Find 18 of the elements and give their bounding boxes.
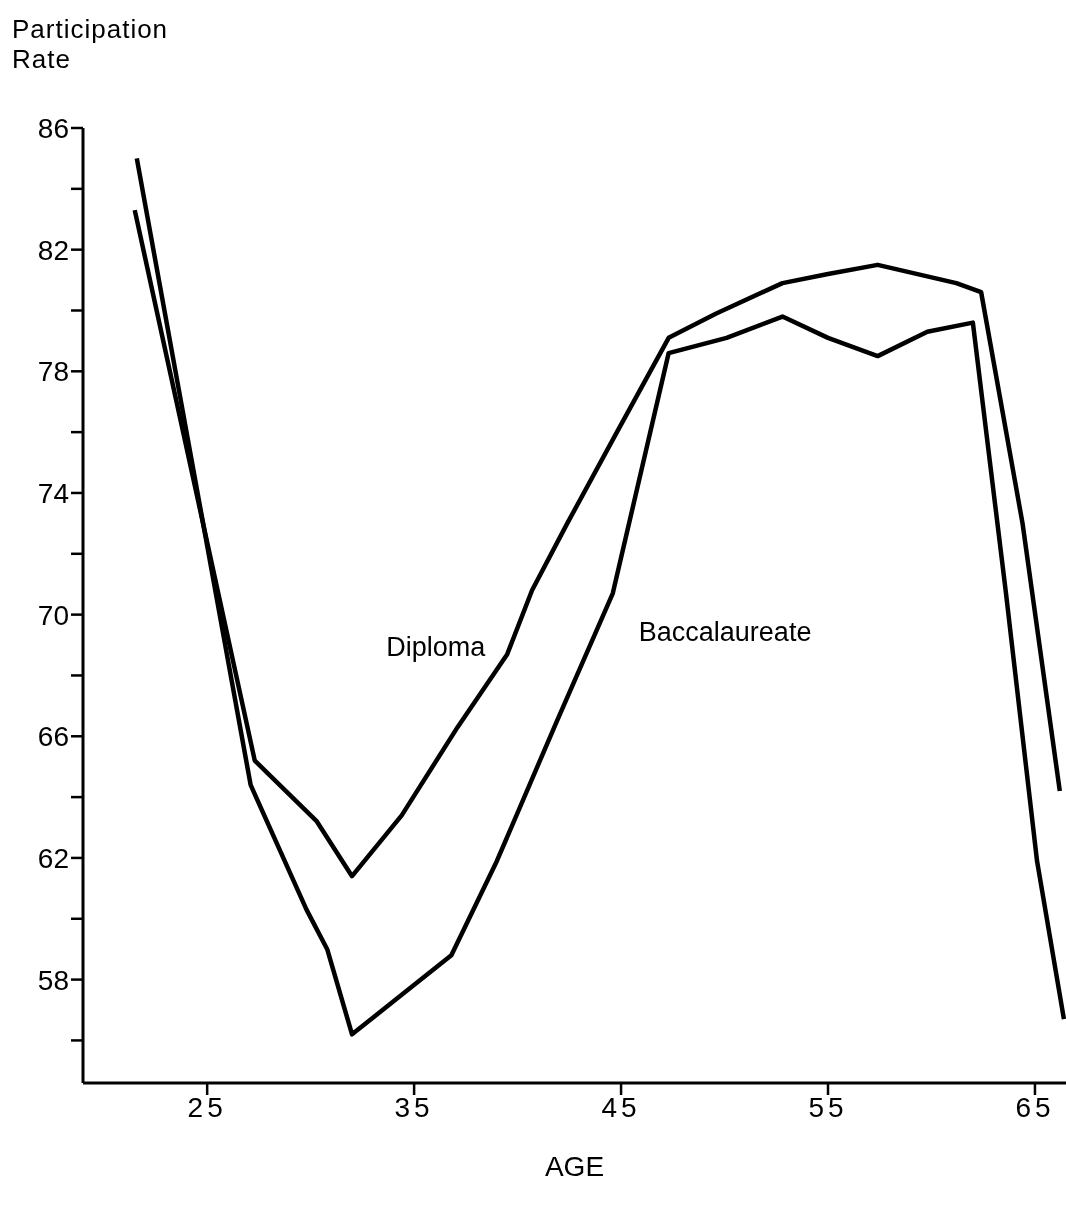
y-tick-label: 78 xyxy=(37,356,69,388)
x-tick-label: 25 xyxy=(187,1091,227,1123)
y-tick-label: 62 xyxy=(37,842,69,874)
x-tick-label: 35 xyxy=(394,1091,434,1123)
series-label: Diploma xyxy=(386,632,487,663)
y-tick-label: 82 xyxy=(37,234,69,266)
y-tick-label: 58 xyxy=(37,964,69,996)
x-tick-label: 45 xyxy=(601,1091,641,1123)
x-tick-label: 65 xyxy=(1015,1091,1055,1123)
y-tick-label: 70 xyxy=(37,599,69,631)
series-label: Baccalaureate xyxy=(638,617,812,648)
line-series xyxy=(134,156,1066,1037)
y-tick-label: 74 xyxy=(37,477,69,509)
x-tick-label: 55 xyxy=(808,1091,848,1123)
x-axis-title: AGE xyxy=(544,1151,605,1182)
y-tick-label: 66 xyxy=(37,721,69,753)
y-tick-label: 86 xyxy=(37,112,69,144)
y-axis-title: Participation Rate xyxy=(12,14,170,74)
